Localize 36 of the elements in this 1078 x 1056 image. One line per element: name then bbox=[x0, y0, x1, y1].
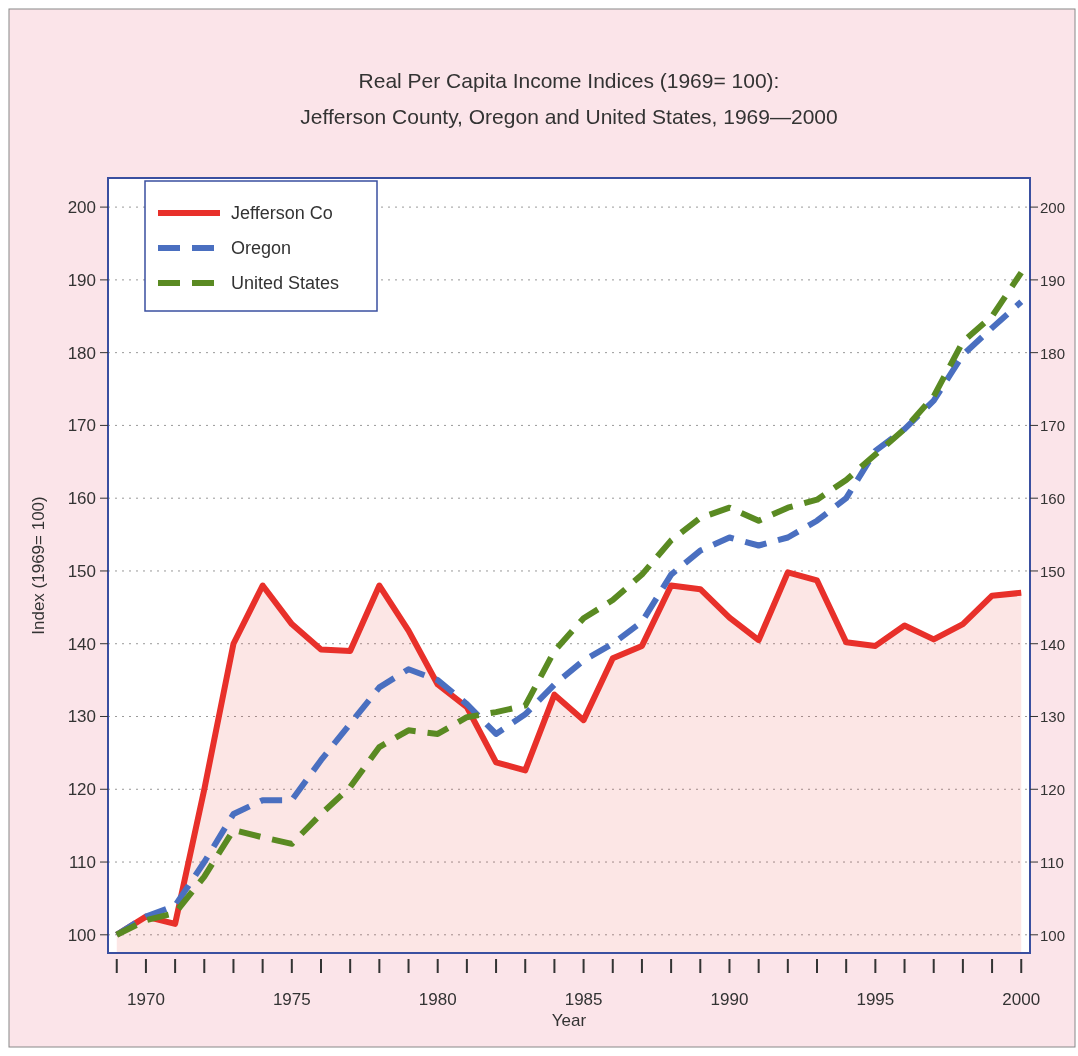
y2-tick-label: 170 bbox=[1040, 417, 1066, 435]
y2-tick-label: 130 bbox=[1040, 708, 1066, 726]
y2-tick-label: 120 bbox=[1040, 781, 1066, 799]
y2-tick-label: 110 bbox=[1040, 854, 1064, 872]
x-tick-label: 1990 bbox=[710, 990, 749, 1009]
x-tick-label: 1995 bbox=[856, 990, 895, 1009]
y2-tick-label: 180 bbox=[1040, 344, 1066, 362]
y-tick-label: 170 bbox=[67, 416, 96, 436]
chart-title: Real Per Capita Income Indices (1969= 100): bbox=[358, 69, 780, 92]
y-tick-label: 110 bbox=[68, 853, 96, 873]
y-tick-label: 130 bbox=[67, 707, 96, 727]
y-axis-title: Index (1969= 100) bbox=[29, 496, 48, 635]
y-tick-label: 160 bbox=[67, 489, 96, 509]
y2-tick-label: 200 bbox=[1040, 199, 1066, 217]
y2-tick-label: 100 bbox=[1040, 926, 1066, 944]
y-tick-label: 200 bbox=[67, 198, 96, 218]
y-tick-label: 150 bbox=[67, 561, 96, 581]
x-tick-label: 1980 bbox=[418, 990, 457, 1009]
y-tick-label: 120 bbox=[67, 780, 96, 800]
legend-label: United States bbox=[231, 273, 340, 293]
y2-tick-label: 140 bbox=[1040, 635, 1066, 653]
x-axis-title: Year bbox=[551, 1011, 587, 1030]
y2-tick-label: 160 bbox=[1040, 490, 1066, 508]
legend-label: Jefferson Co bbox=[231, 203, 333, 223]
y-tick-label: 100 bbox=[67, 925, 96, 945]
chart-subtitle: Jefferson County, Oregon and United States, 1969—2000 bbox=[300, 105, 838, 128]
y2-tick-label: 190 bbox=[1040, 271, 1066, 289]
y-tick-label: 140 bbox=[67, 634, 96, 654]
y2-tick-label: 150 bbox=[1040, 562, 1066, 580]
legend-label: Oregon bbox=[231, 238, 292, 258]
x-tick-label: 1970 bbox=[127, 990, 165, 1009]
y-tick-label: 180 bbox=[67, 343, 96, 363]
x-tick-label: 2000 bbox=[1002, 990, 1041, 1009]
x-tick-label: 1985 bbox=[564, 990, 603, 1009]
y-tick-label: 190 bbox=[67, 270, 96, 290]
x-tick-label: 1975 bbox=[272, 990, 311, 1009]
